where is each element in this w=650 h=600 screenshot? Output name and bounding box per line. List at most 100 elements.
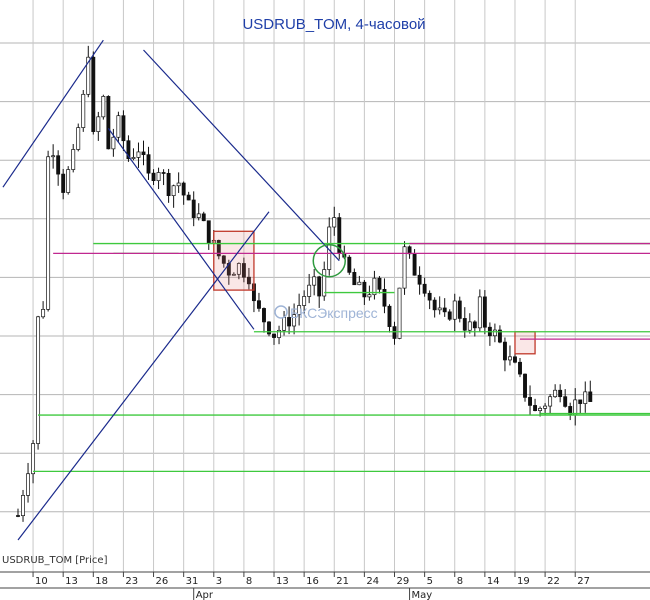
trend-channel-line: [107, 128, 255, 330]
x-tick-label: 5: [427, 576, 433, 587]
candle-body: [508, 356, 512, 361]
candle-body: [191, 199, 196, 218]
candle-body: [397, 287, 402, 339]
candle-body: [357, 281, 362, 286]
candle-body: [161, 172, 166, 174]
highlight-box: [514, 331, 536, 355]
x-axis: 10 13 18 23 26 31 3 8 13 16 21 24 29 5 8 14 19 22 27 Apr May: [32, 572, 590, 600]
candle-body: [236, 263, 241, 275]
candle-body: [352, 272, 357, 286]
candle-body: [31, 443, 36, 475]
candle-body: [533, 405, 538, 411]
candle-body: [322, 269, 327, 297]
candle-body: [267, 321, 271, 335]
candle-body: [362, 281, 367, 298]
candle-body: [402, 246, 407, 289]
candle-body: [176, 182, 181, 187]
candle-body: [231, 273, 236, 276]
breakout-circle: [312, 243, 346, 278]
candle-body: [196, 213, 201, 218]
x-tick-label: 14: [487, 576, 500, 587]
month-label: May: [412, 590, 433, 600]
candle-body: [96, 116, 101, 132]
x-tick-label: 8: [246, 576, 252, 587]
candle-body: [292, 314, 297, 327]
candle-body: [347, 256, 352, 273]
candle-body: [287, 317, 292, 327]
candle-body: [377, 277, 382, 290]
candle-body: [221, 255, 226, 264]
x-tick-label: 8: [457, 576, 463, 587]
candle-body: [372, 277, 377, 296]
candle-body: [61, 173, 66, 193]
candle-body: [71, 149, 76, 170]
trend-channel-line: [143, 49, 340, 262]
x-tick-label: 18: [95, 576, 108, 587]
candle-body: [543, 405, 548, 409]
candle-body: [492, 329, 497, 337]
candle-body: [367, 294, 372, 298]
candle-body: [121, 115, 126, 142]
candle-body: [437, 307, 442, 311]
x-tick-label: 26: [156, 576, 169, 587]
candle-body: [126, 140, 131, 159]
candle-body: [51, 155, 56, 158]
candle-body: [297, 305, 302, 315]
candle-body: [502, 341, 507, 361]
candle-body: [312, 276, 317, 286]
x-tick-label: 29: [397, 576, 410, 587]
candle-body: [116, 115, 121, 138]
candle-body: [432, 299, 437, 311]
x-tick-label: 23: [125, 576, 138, 587]
candle-body: [146, 154, 151, 174]
candle-body: [442, 307, 447, 313]
trend-channel-line: [17, 211, 270, 541]
candle-body: [447, 311, 452, 320]
candle-body: [41, 308, 46, 318]
candle-body: [186, 194, 191, 201]
candle-body: [588, 391, 593, 402]
candle-body: [86, 56, 91, 95]
candle-body: [392, 326, 397, 339]
candle-body: [106, 96, 111, 150]
candle-body: [472, 321, 477, 329]
candle-body: [277, 329, 281, 338]
series-label: USDRUB_TOM [Price]: [2, 555, 108, 566]
candle-body: [111, 136, 116, 150]
watermark-logo-icon: [274, 305, 288, 319]
candle-body: [482, 296, 487, 328]
candle-body: [206, 220, 211, 244]
candle-body: [156, 172, 161, 182]
candle-body: [272, 333, 276, 338]
candle-body: [477, 296, 482, 329]
candle-body: [332, 217, 337, 228]
candle-body: [382, 288, 387, 307]
candle-body: [141, 151, 146, 156]
x-tick-label: 13: [276, 576, 289, 587]
candle-body: [513, 356, 517, 363]
x-tick-label: 22: [547, 576, 560, 587]
candle-body: [282, 317, 287, 331]
candle-body: [467, 321, 472, 331]
candle-body: [56, 155, 61, 175]
candle-body: [181, 182, 186, 196]
x-tick-label: 24: [366, 576, 379, 587]
candle-body: [216, 239, 221, 257]
candle-body: [583, 391, 588, 404]
candle-body: [66, 169, 71, 193]
x-tick-label: 13: [65, 576, 78, 587]
candle-body: [452, 300, 457, 320]
candle-body: [497, 329, 502, 343]
candle-body: [201, 213, 206, 222]
candle-body: [131, 157, 136, 159]
candle-body: [76, 127, 81, 150]
candle-body: [246, 276, 251, 285]
candle-body: [317, 276, 322, 297]
chart-title: USDRUB_TOM, 4-часовой: [242, 16, 425, 33]
x-tick-label: 21: [336, 576, 349, 587]
candle-body: [166, 172, 171, 197]
x-tick-label: 10: [35, 576, 48, 587]
watermark: БКСЭкспресс: [290, 305, 378, 321]
candle-body: [16, 515, 20, 517]
